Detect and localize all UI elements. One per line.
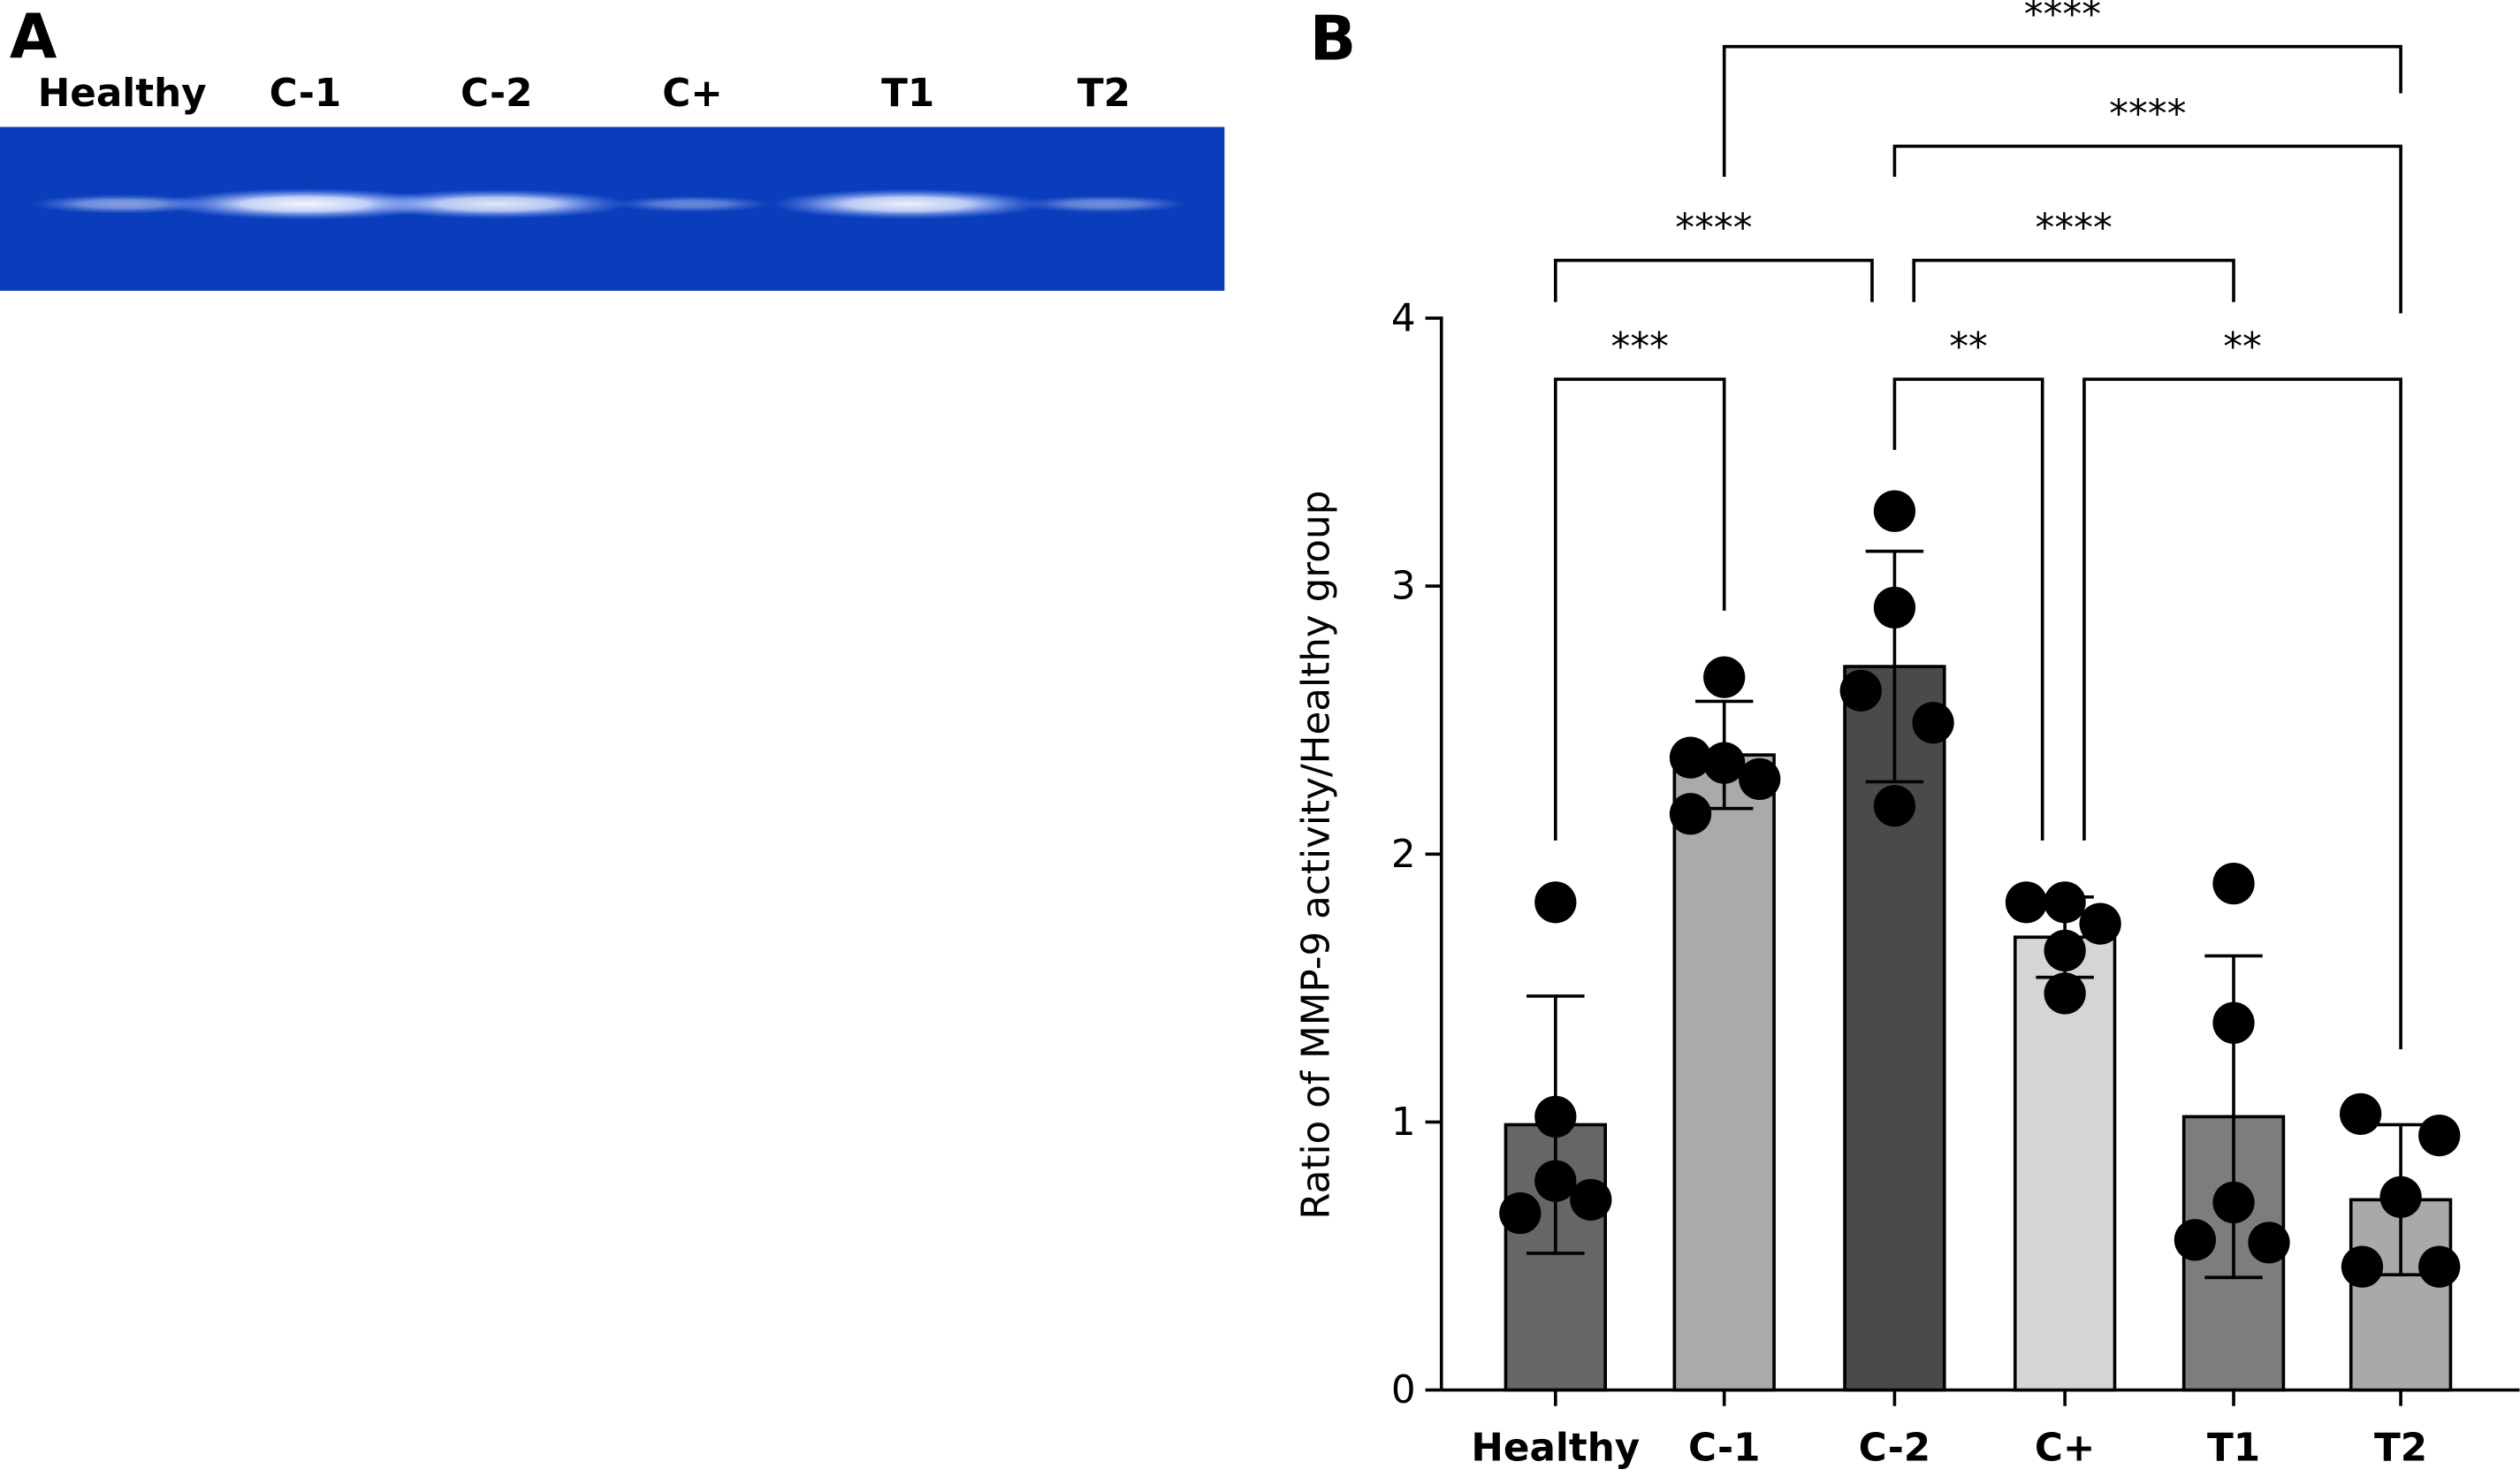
gel-band xyxy=(1019,194,1189,213)
y-tick-label: 3 xyxy=(1391,565,1416,609)
data-point xyxy=(1534,1095,1577,1138)
data-point xyxy=(1570,1178,1612,1221)
y-tick-label: 2 xyxy=(1391,833,1416,877)
y-tick-label: 1 xyxy=(1391,1100,1416,1145)
significance-bracket xyxy=(1892,144,2402,314)
data-point xyxy=(2212,1001,2255,1044)
data-point xyxy=(1703,742,1746,784)
significance-label: *** xyxy=(1611,325,1669,369)
data-point xyxy=(2248,1222,2290,1264)
significance-label: ** xyxy=(2223,325,2262,369)
significance-bracket xyxy=(1554,377,1726,841)
gel-band xyxy=(29,194,215,214)
significance-label: **** xyxy=(1675,207,1752,251)
data-point xyxy=(1534,1160,1577,1202)
x-tick-label: C-2 xyxy=(1859,1427,1930,1471)
data-point xyxy=(2044,972,2086,1015)
data-point xyxy=(1873,586,1916,629)
x-tick-label: T1 xyxy=(2207,1427,2260,1471)
lane-label: C-2 xyxy=(461,72,532,116)
gel-band xyxy=(771,188,1045,219)
x-tick-label: C-1 xyxy=(1688,1427,1760,1471)
x-tick-label: C+ xyxy=(2035,1427,2096,1471)
data-point xyxy=(1534,881,1577,924)
data-point xyxy=(2379,1176,2422,1218)
data-point xyxy=(2212,1181,2255,1223)
data-point xyxy=(1499,1191,1542,1235)
data-point xyxy=(1739,758,1781,801)
data-point xyxy=(1703,656,1746,698)
lane-label: C-1 xyxy=(270,72,341,116)
gel-band xyxy=(612,195,773,213)
significance-bracket xyxy=(1722,44,2402,177)
significance-bracket xyxy=(1912,258,2235,302)
data-point xyxy=(1669,793,1712,835)
data-point xyxy=(1873,785,1916,827)
gel-band xyxy=(363,189,629,219)
gel-band xyxy=(164,188,446,220)
data-point xyxy=(2418,1114,2461,1157)
y-tick-label: 0 xyxy=(1391,1368,1416,1412)
data-point xyxy=(2079,902,2121,945)
data-point xyxy=(2044,929,2086,972)
y-axis-label: Ratio of MMP-9 activity/Healthy group xyxy=(1294,491,1338,1220)
significance-label: ** xyxy=(1949,325,1988,369)
data-point xyxy=(1873,490,1916,532)
data-point xyxy=(2174,1219,2217,1261)
data-point xyxy=(2212,862,2255,905)
data-point xyxy=(1912,702,1954,744)
significance-bracket xyxy=(2082,377,2402,1050)
x-tick-label: T2 xyxy=(2374,1427,2427,1471)
data-point xyxy=(2341,1245,2384,1288)
data-point xyxy=(2005,881,2048,924)
data-point xyxy=(1839,669,1882,712)
bar xyxy=(1672,753,1776,1392)
data-point xyxy=(2044,881,2086,924)
data-point xyxy=(2418,1245,2461,1288)
lane-label: T1 xyxy=(881,72,934,116)
lane-label: Healthy xyxy=(38,72,207,116)
significance-label: **** xyxy=(2109,93,2186,137)
lane-label: T2 xyxy=(1077,72,1131,116)
significance-label: **** xyxy=(2024,0,2101,37)
panel-b-label: B xyxy=(1310,4,1357,74)
data-point xyxy=(2340,1093,2382,1135)
significance-label: **** xyxy=(2036,207,2113,251)
panel-a-label: A xyxy=(10,2,57,72)
x-tick-label: Healthy xyxy=(1471,1427,1640,1471)
significance-bracket xyxy=(1892,377,2044,841)
significance-bracket xyxy=(1554,258,1874,302)
lane-label: C+ xyxy=(662,72,723,116)
data-point xyxy=(1669,736,1712,779)
y-tick-label: 4 xyxy=(1391,297,1416,341)
